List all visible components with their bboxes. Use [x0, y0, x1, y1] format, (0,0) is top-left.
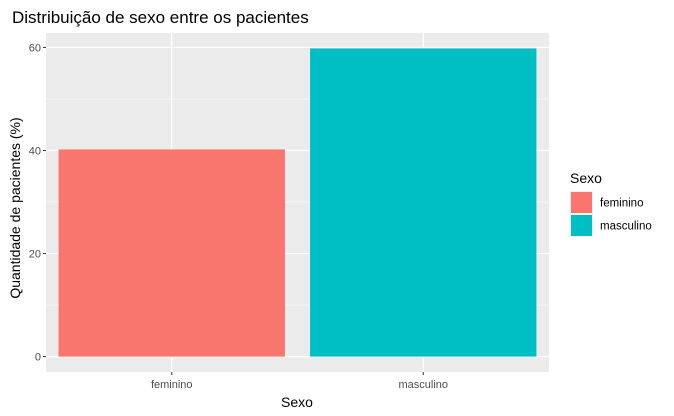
y-tick-label: 40	[29, 145, 41, 157]
legend-swatch-feminino	[571, 192, 592, 213]
bar-masculino	[310, 48, 537, 357]
y-axis-title: Quantidade de pacientes (%)	[7, 117, 23, 298]
x-axis-ticks: feminino masculino	[151, 372, 448, 391]
legend-label-masculino: masculino	[600, 221, 652, 233]
y-tick-label: 60	[29, 42, 41, 54]
x-axis-title: Sexo	[281, 394, 313, 410]
y-tick-label: 0	[35, 352, 41, 364]
legend-title: Sexo	[570, 170, 602, 186]
y-tick-label: 20	[29, 249, 41, 261]
x-tick-label: masculino	[398, 379, 448, 391]
y-axis-ticks: 0 20 40 60	[29, 42, 46, 364]
chart-title: Distribuição de sexo entre os pacientes	[12, 8, 309, 27]
x-tick-label: feminino	[151, 379, 193, 391]
legend-label-feminino: feminino	[600, 198, 643, 210]
bars	[58, 48, 537, 357]
legend-swatch-masculino	[571, 215, 592, 236]
bar-feminino	[58, 149, 285, 357]
legend: Sexo feminino masculino	[570, 170, 652, 237]
